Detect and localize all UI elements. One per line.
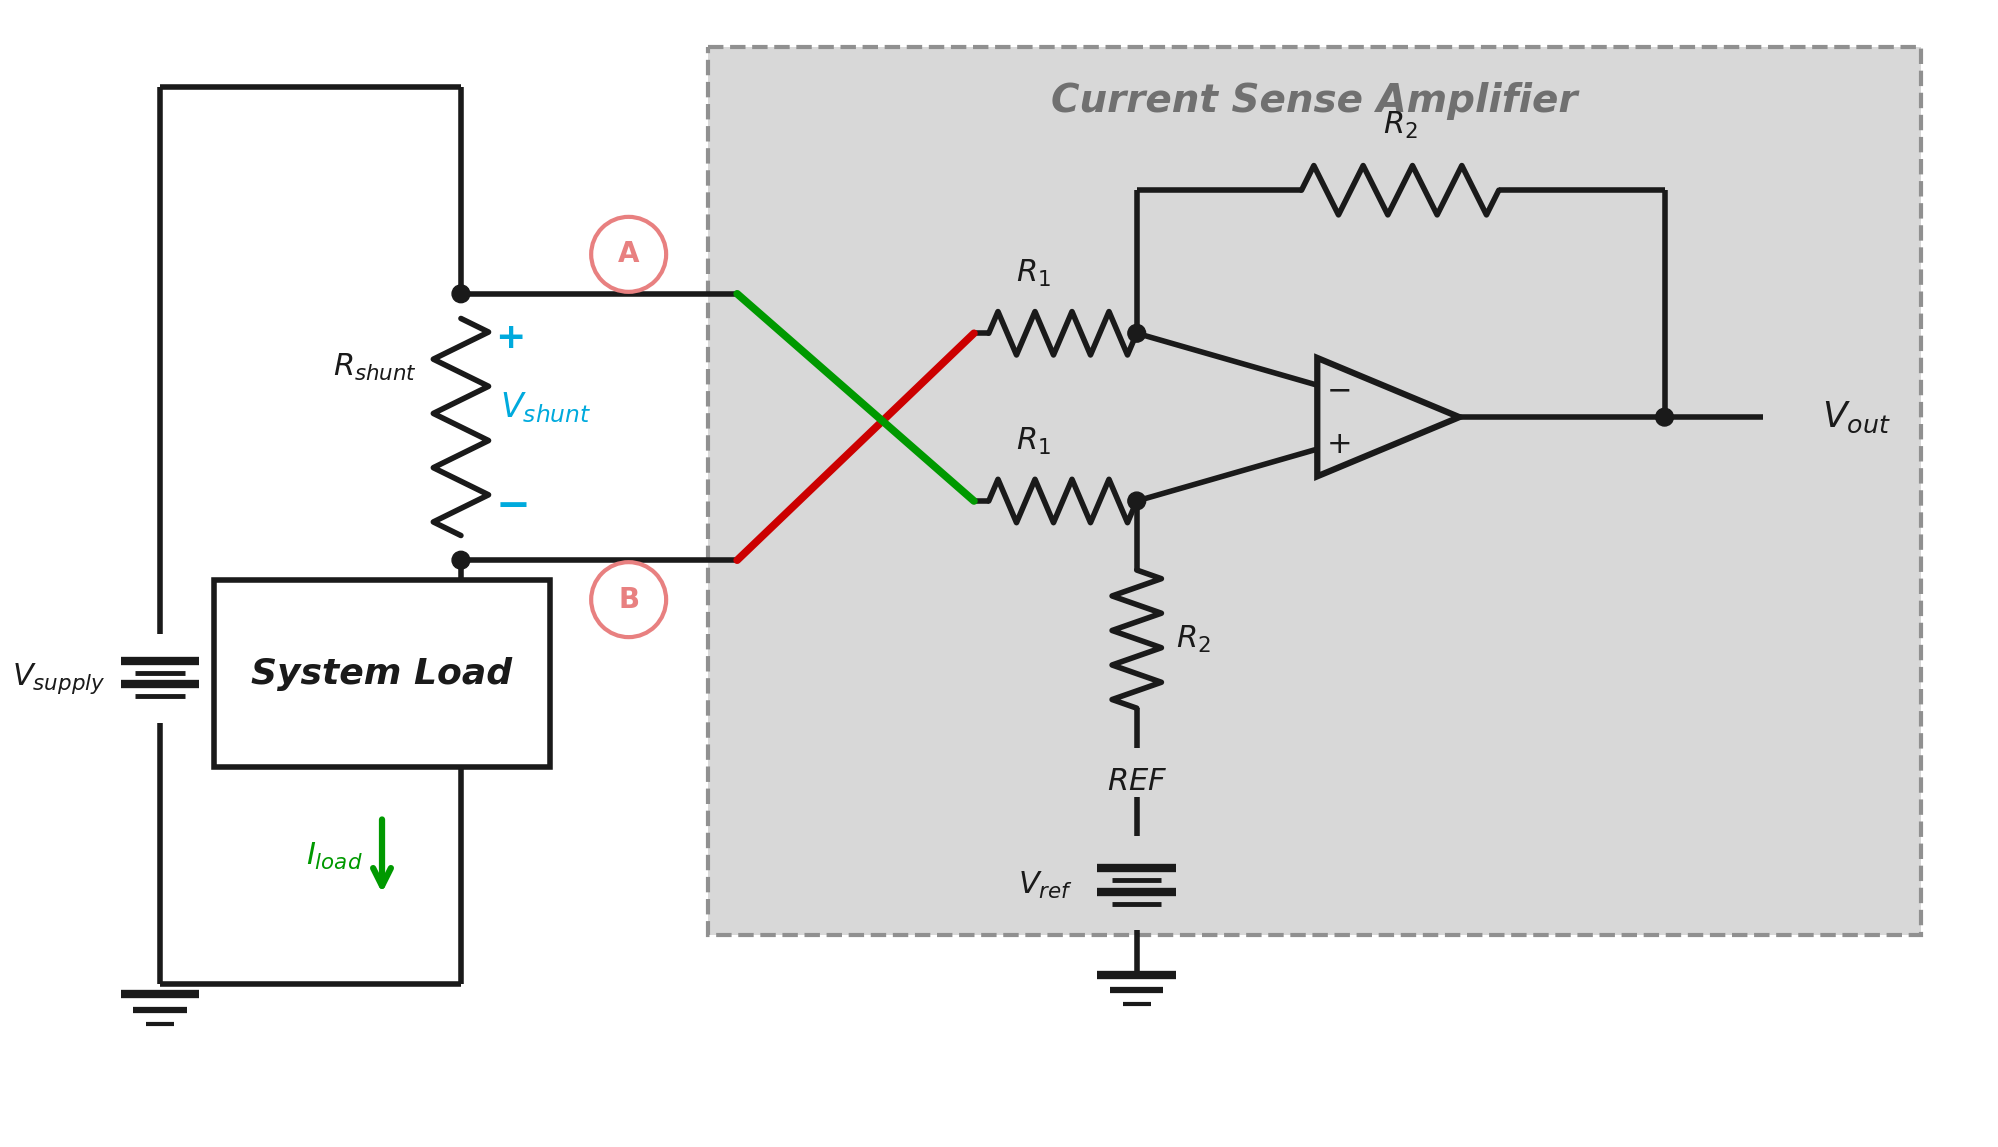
Circle shape <box>1654 408 1672 426</box>
Text: $R_1$: $R_1$ <box>1015 426 1051 457</box>
Circle shape <box>452 284 470 303</box>
Text: B: B <box>617 586 639 614</box>
Text: A: A <box>617 241 639 268</box>
Text: $R_2$: $R_2$ <box>1175 624 1211 655</box>
Text: $R_{shunt}$: $R_{shunt}$ <box>332 352 416 383</box>
Text: $V_{ref}$: $V_{ref}$ <box>1017 871 1073 902</box>
Text: $V_{supply}$: $V_{supply}$ <box>12 661 106 696</box>
Circle shape <box>1127 492 1145 510</box>
Circle shape <box>452 552 470 569</box>
FancyBboxPatch shape <box>214 580 549 767</box>
Text: $+$: $+$ <box>1327 430 1351 459</box>
Text: $I_{load}$: $I_{load}$ <box>306 841 362 872</box>
Text: −: − <box>496 485 529 526</box>
Text: $R_1$: $R_1$ <box>1015 258 1051 289</box>
Text: System Load: System Load <box>252 656 511 690</box>
FancyBboxPatch shape <box>707 47 1920 935</box>
Text: Current Sense Amplifier: Current Sense Amplifier <box>1051 83 1576 120</box>
Text: $R_2$: $R_2$ <box>1383 110 1417 141</box>
Text: $-$: $-$ <box>1327 375 1351 405</box>
Text: +: + <box>496 321 525 356</box>
Text: $V_{out}$: $V_{out}$ <box>1822 399 1890 435</box>
Circle shape <box>1127 325 1145 342</box>
Text: $V_{shunt}$: $V_{shunt}$ <box>500 390 591 424</box>
Text: $REF$: $REF$ <box>1107 767 1167 796</box>
